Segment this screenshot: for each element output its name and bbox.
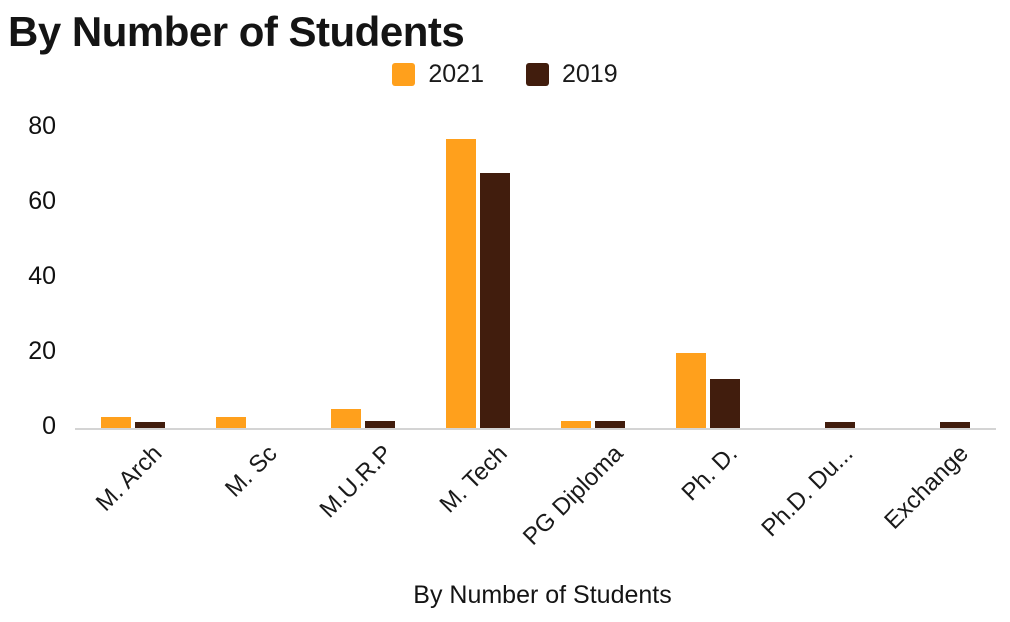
- y-tick-label: 60: [28, 187, 56, 215]
- x-tick-label: M. Sc: [220, 440, 283, 503]
- y-tick-label: 20: [28, 337, 56, 365]
- legend: 2021 2019: [0, 60, 1010, 89]
- legend-swatch-2021-icon: [392, 63, 416, 86]
- y-tick-label: 0: [42, 412, 56, 440]
- x-tick-label: M.U.R.P: [314, 440, 398, 524]
- bar-2019-m-tech[interactable]: [479, 173, 510, 428]
- bar-2021-ph-d-[interactable]: [676, 353, 707, 428]
- bar-2019-pg-diploma[interactable]: [595, 420, 626, 428]
- bar-group: Exchange: [879, 128, 996, 535]
- x-tick-label: M. Arch: [91, 440, 168, 517]
- x-axis-title: By Number of Students: [413, 581, 672, 609]
- bar-group: M. Tech: [420, 128, 535, 518]
- bar-2019-m-arch[interactable]: [134, 422, 165, 428]
- bar-2019-exchange[interactable]: [940, 422, 971, 428]
- legend-item-2021[interactable]: 2021: [392, 60, 484, 89]
- y-tick-label: 80: [28, 112, 56, 140]
- bar-2019-ph-d-du-[interactable]: [825, 422, 856, 428]
- bar-2021-m-u-r-p[interactable]: [330, 409, 361, 428]
- bar-2021-pg-diploma[interactable]: [561, 420, 592, 428]
- bar-2021-m-arch[interactable]: [100, 416, 131, 428]
- x-tick-label: PG Diploma: [517, 440, 629, 551]
- chart-plot-wrapper: 0 20 40 60 80 M. Arch M. Sc M.U.R.P M. Tech PG D…: [0, 112, 1010, 551]
- legend-label-2019: 2019: [562, 60, 618, 88]
- bar-2021-m-tech[interactable]: [445, 139, 476, 428]
- legend-item-2019[interactable]: 2019: [526, 60, 618, 89]
- bar-2019-m-u-r-p[interactable]: [364, 420, 395, 428]
- bar-group: Ph. D.: [651, 128, 766, 506]
- bar-group: M.U.R.P: [305, 128, 420, 523]
- x-tick-label: Ph.D. Du...: [756, 440, 859, 543]
- bar-2019-ph-d-[interactable]: [710, 379, 741, 428]
- legend-swatch-2019-icon: [526, 63, 549, 86]
- bar-group: Ph.D. Du...: [756, 128, 881, 542]
- x-tick-label: M. Tech: [434, 440, 514, 519]
- chart-title: By Number of Students: [8, 8, 465, 55]
- y-tick-label: 40: [28, 262, 56, 290]
- x-tick-label: Exchange: [878, 440, 974, 535]
- bar-group: M. Arch: [75, 128, 190, 517]
- bar-group: M. Sc: [190, 128, 305, 502]
- plot-area: M. Arch M. Sc M.U.R.P M. Tech PG Diploma Ph. …: [75, 128, 996, 551]
- y-axis: 0 20 40 60 80: [0, 112, 62, 440]
- bar-2021-m-sc[interactable]: [215, 416, 246, 428]
- x-tick-label: Ph. D.: [677, 440, 744, 507]
- bar-group: PG Diploma: [518, 128, 651, 551]
- legend-label-2021: 2021: [428, 60, 484, 88]
